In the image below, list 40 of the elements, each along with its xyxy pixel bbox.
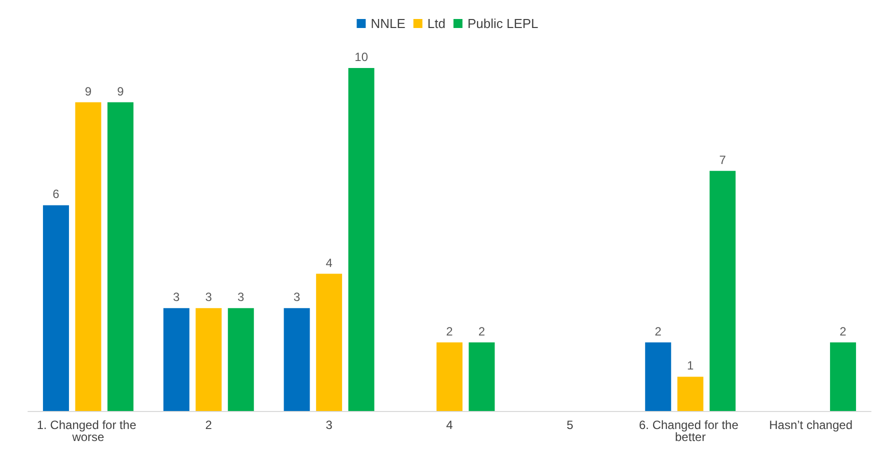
bar <box>645 342 672 411</box>
bar <box>677 376 704 411</box>
bar <box>316 274 342 411</box>
bar <box>710 170 736 411</box>
bar <box>468 342 495 411</box>
data-label: 2 <box>478 324 486 338</box>
bar <box>196 308 222 411</box>
bar <box>830 342 856 411</box>
data-label: 3 <box>238 290 245 304</box>
data-label: 9 <box>117 84 124 98</box>
bar <box>42 205 69 411</box>
x-tick-label: Hasn’t changed <box>769 418 852 432</box>
x-tick-label: 6. Changed for the better <box>638 418 742 444</box>
data-label: 2 <box>840 324 847 338</box>
bar <box>436 342 462 411</box>
data-label: 10 <box>354 50 368 64</box>
data-label: 7 <box>719 152 726 167</box>
data-label: 2 <box>654 324 662 338</box>
x-tick-label: 2 <box>205 418 212 432</box>
x-tick-label: 5 <box>566 418 574 432</box>
bar <box>284 308 310 411</box>
legend-label: Public LEPL <box>467 16 538 31</box>
bar <box>107 102 134 411</box>
legend-label: Ltd <box>427 16 446 31</box>
bar <box>75 102 102 411</box>
x-tick-label: 4 <box>446 418 454 432</box>
data-label: 3 <box>205 290 212 304</box>
bar <box>163 308 190 411</box>
bar <box>228 308 254 411</box>
data-label: 2 <box>446 324 454 338</box>
data-label: 6 <box>52 187 60 202</box>
x-tick-label: 1. Changed for the worse <box>36 418 140 444</box>
data-label: 3 <box>293 290 300 304</box>
legend-label: NNLE <box>370 16 406 31</box>
data-label: 4 <box>326 256 333 270</box>
data-label: 3 <box>173 290 180 304</box>
data-label: 9 <box>84 84 92 98</box>
data-label: 1 <box>687 358 694 373</box>
bar <box>348 68 374 411</box>
x-tick-label: 3 <box>326 418 333 432</box>
